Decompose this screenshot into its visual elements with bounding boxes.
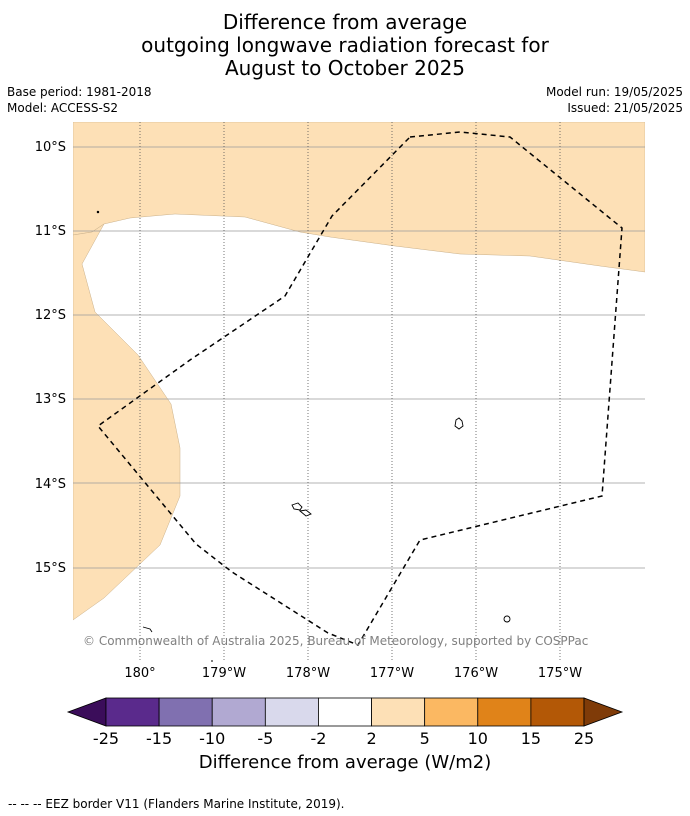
eez-border — [96, 131, 623, 646]
colorbar-segment — [477, 697, 532, 727]
lat-label: 12°S — [35, 308, 66, 323]
colorbar-segment — [105, 697, 160, 727]
lon-label: 178°W — [286, 666, 330, 681]
lat-label: 11°S — [35, 224, 66, 239]
island-2 — [291, 502, 303, 511]
lon-label: 179°W — [202, 666, 246, 681]
copyright-notice: © Commonwealth of Australia 2025, Bureau… — [83, 634, 588, 648]
colorbar-segment — [264, 697, 319, 727]
title-line-3: August to October 2025 — [224, 56, 466, 80]
title-line-1: Difference from average — [222, 10, 468, 34]
model-name: Model: ACCESS-S2 — [7, 101, 119, 115]
colorbar-tick-label: -5 — [257, 729, 273, 748]
colorbar-tick-label: 25 — [574, 729, 594, 748]
colorbar-segment — [371, 697, 426, 727]
colorbar: -25 -15 -10 -5 -2 2 5 10 15 25 — [66, 697, 624, 748]
lat-label: 13°S — [35, 392, 66, 407]
island-1 — [454, 417, 464, 430]
colorbar-tick-label: 10 — [468, 729, 488, 748]
base-period: Base period: 1981-2018 — [7, 85, 152, 99]
colorbar-label: Difference from average (W/m2) — [198, 752, 492, 773]
colorbar-segment — [530, 697, 585, 727]
latitude-labels: 10°S 11°S 12°S 13°S 14°S 15°S — [35, 140, 66, 576]
lat-label: 14°S — [35, 477, 66, 492]
colorbar-extend-high — [583, 697, 624, 727]
islands — [96, 210, 511, 633]
colorbar-segment — [318, 697, 372, 727]
title-line-2: outgoing longwave radiation forecast for — [141, 33, 549, 57]
lon-label: 177°W — [370, 666, 414, 681]
island-3 — [298, 509, 312, 517]
colorbar-tick-label: 5 — [420, 729, 430, 748]
island-4 — [503, 615, 511, 623]
colorbar-segment — [424, 697, 479, 727]
colorbar-tick-label: -10 — [199, 729, 225, 748]
issued-date: Issued: 21/05/2025 — [567, 101, 683, 115]
colorbar-tick-label: -2 — [310, 729, 326, 748]
anomaly-region-west — [73, 223, 181, 621]
colorbar-tick-label: 2 — [366, 729, 376, 748]
lat-label: 15°S — [35, 561, 66, 576]
colorbar-extend-low — [66, 697, 107, 727]
colorbar-segment — [211, 697, 266, 727]
map-figure: © Commonwealth of Australia 2025, Bureau… — [35, 122, 645, 748]
colorbar-tick-label: -25 — [93, 729, 119, 748]
map-panel: © Commonwealth of Australia 2025, Bureau… — [73, 122, 645, 660]
lat-label: 10°S — [35, 140, 66, 155]
lon-label: 176°W — [454, 666, 498, 681]
lon-label: 175°W — [538, 666, 582, 681]
eez-legend-note: -- -- -- EEZ border V11 (Flanders Marine… — [8, 797, 345, 811]
model-run: Model run: 19/05/2025 — [545, 85, 683, 99]
island-6 — [96, 210, 100, 214]
colorbar-tick-label: -15 — [146, 729, 172, 748]
longitude-labels: 180° 179°W 178°W 177°W 176°W 175°W — [124, 666, 582, 681]
lon-label: 180° — [124, 666, 155, 681]
colorbar-tick-label: 15 — [521, 729, 541, 748]
island-5 — [142, 626, 153, 633]
colorbar-segment — [158, 697, 213, 727]
latitude-gridlines — [73, 146, 645, 569]
